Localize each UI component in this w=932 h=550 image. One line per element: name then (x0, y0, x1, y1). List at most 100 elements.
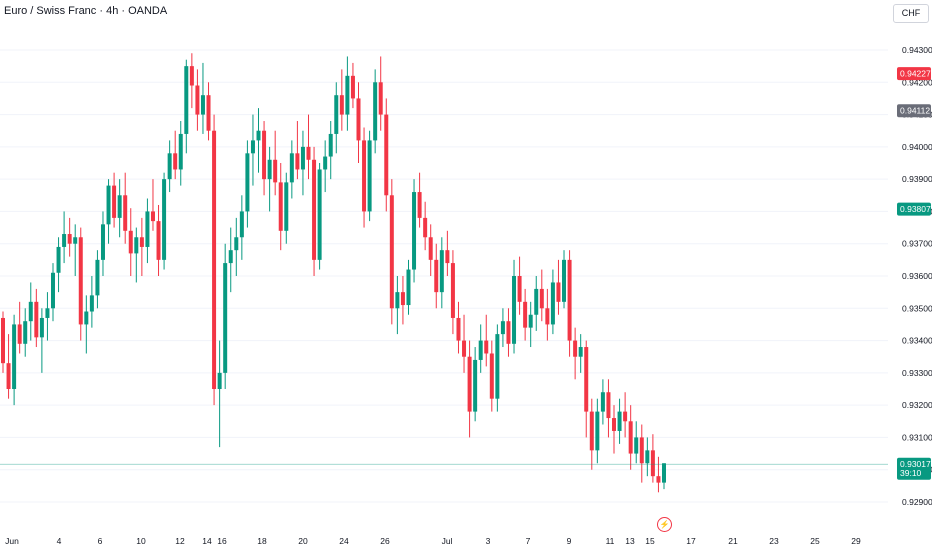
candle[interactable] (145, 198, 150, 264)
candle[interactable] (262, 121, 267, 196)
candle[interactable] (28, 282, 33, 341)
candle[interactable] (73, 224, 78, 276)
candle[interactable] (6, 334, 11, 399)
candle[interactable] (312, 146, 317, 276)
candle[interactable] (100, 211, 105, 276)
candle[interactable] (378, 56, 383, 131)
currency-selector[interactable]: CHF (893, 4, 929, 23)
candle[interactable] (478, 324, 483, 373)
candle[interactable] (206, 82, 211, 141)
candle[interactable] (428, 224, 433, 276)
candle[interactable] (439, 237, 444, 309)
candle[interactable] (373, 69, 378, 154)
candle[interactable] (267, 146, 272, 212)
candle[interactable] (117, 179, 122, 238)
candle[interactable] (1, 311, 5, 373)
candle[interactable] (612, 405, 617, 454)
candle[interactable] (78, 227, 83, 341)
candle[interactable] (112, 172, 117, 228)
candle[interactable] (295, 121, 300, 180)
candle[interactable] (45, 292, 50, 341)
candle[interactable] (639, 424, 644, 483)
candle[interactable] (556, 259, 561, 315)
candle[interactable] (278, 163, 283, 251)
candle[interactable] (495, 324, 500, 412)
candle[interactable] (545, 288, 550, 341)
candle[interactable] (184, 59, 189, 154)
candle[interactable] (17, 301, 22, 354)
candle[interactable] (84, 295, 89, 354)
candle[interactable] (317, 163, 322, 270)
candle[interactable] (334, 82, 339, 154)
candle[interactable] (600, 379, 605, 425)
candle[interactable] (434, 243, 439, 309)
candle[interactable] (128, 208, 133, 276)
candle[interactable] (389, 179, 394, 325)
candle[interactable] (650, 434, 655, 483)
candle[interactable] (56, 237, 61, 293)
candle[interactable] (323, 140, 328, 193)
candle[interactable] (362, 127, 367, 228)
candle[interactable] (306, 114, 311, 180)
candle[interactable] (162, 172, 167, 270)
candle[interactable] (595, 398, 600, 464)
candle[interactable] (273, 130, 278, 196)
candle[interactable] (623, 392, 628, 438)
candle[interactable] (256, 108, 261, 173)
candle[interactable] (123, 172, 128, 244)
candle[interactable] (173, 130, 178, 180)
candle[interactable] (250, 114, 255, 186)
candle[interactable] (200, 62, 205, 134)
candle[interactable] (395, 276, 400, 335)
candle[interactable] (628, 405, 633, 470)
candle[interactable] (228, 227, 233, 293)
candle[interactable] (178, 121, 183, 186)
candle[interactable] (406, 259, 411, 315)
candle[interactable] (189, 53, 194, 109)
candle[interactable] (584, 340, 589, 438)
candle[interactable] (473, 347, 478, 422)
candle[interactable] (339, 69, 344, 131)
candle[interactable] (234, 217, 239, 276)
candle[interactable] (39, 308, 44, 373)
candle[interactable] (328, 121, 333, 180)
candle[interactable] (417, 172, 422, 228)
candle[interactable] (539, 269, 544, 322)
candle[interactable] (656, 456, 661, 493)
candle[interactable] (367, 130, 372, 222)
candle[interactable] (217, 340, 222, 448)
candle[interactable] (517, 256, 522, 315)
candle[interactable] (578, 334, 583, 373)
candle[interactable] (400, 276, 405, 325)
candle[interactable] (212, 114, 217, 406)
candle[interactable] (467, 340, 472, 438)
candle[interactable] (106, 179, 111, 244)
candle[interactable] (617, 398, 622, 444)
candle[interactable] (662, 463, 666, 490)
candle[interactable] (134, 227, 139, 283)
candle[interactable] (528, 301, 533, 348)
candle[interactable] (50, 263, 55, 322)
candle[interactable] (284, 172, 289, 244)
candle[interactable] (645, 437, 650, 477)
candle[interactable] (356, 82, 361, 163)
candle[interactable] (67, 217, 72, 257)
candle[interactable] (512, 259, 517, 354)
candle[interactable] (462, 314, 467, 373)
candle[interactable] (550, 269, 555, 335)
candle[interactable] (139, 217, 144, 276)
candle[interactable] (62, 211, 67, 264)
candle[interactable] (412, 179, 417, 283)
candle[interactable] (506, 308, 511, 357)
candle[interactable] (456, 301, 461, 354)
candle[interactable] (523, 288, 528, 341)
candle[interactable] (500, 308, 505, 348)
candle[interactable] (239, 195, 244, 260)
candle[interactable] (445, 230, 450, 276)
candle[interactable] (567, 250, 572, 357)
candle[interactable] (450, 250, 455, 335)
candle[interactable] (12, 314, 17, 406)
candle[interactable] (95, 250, 100, 309)
candle[interactable] (300, 130, 305, 196)
candle[interactable] (589, 398, 594, 470)
